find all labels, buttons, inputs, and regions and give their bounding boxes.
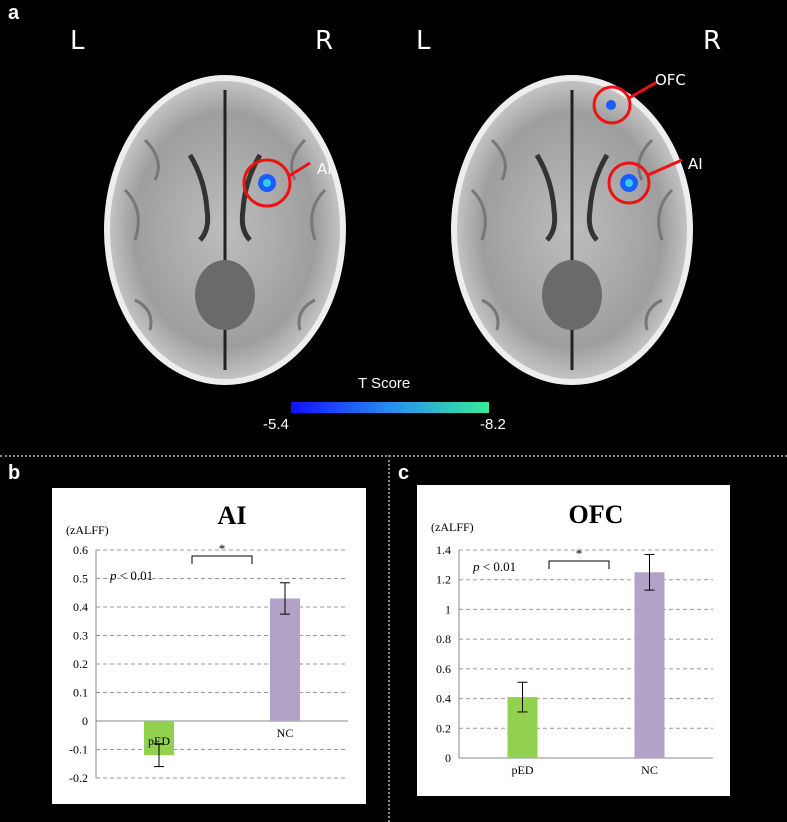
colorbar-title: T Score: [358, 375, 411, 392]
right-ventricle: [586, 153, 610, 242]
y-tick-label: -0.2: [69, 771, 88, 785]
chart-box-ofc: OFC (zALFF) 0 0.2 0.4 0.6 0.8 1 1.2 1.4 pED NC p < 0…: [417, 485, 730, 796]
y-tick-label: 0: [445, 751, 451, 765]
gyri-pattern: [123, 138, 327, 331]
significance-star: *: [576, 546, 583, 561]
category-label: pED: [512, 763, 534, 777]
gyri-pattern: [470, 138, 674, 331]
horizontal-divider: [0, 455, 787, 457]
ai-label: AI: [688, 155, 702, 173]
colorbar-min-label: -5.4: [263, 416, 289, 433]
ofc-activation-blob: [606, 100, 616, 110]
y-tick-label: 0: [82, 714, 88, 728]
brain-slice-right: OFC AI: [451, 71, 702, 385]
left-ventricle: [187, 153, 211, 242]
ai-circle: [607, 161, 651, 205]
significance-bracket: [548, 560, 610, 569]
vertical-divider: [388, 455, 390, 822]
y-tick-label: 0.6: [436, 662, 451, 676]
colorbar-max-label: -8.2: [480, 416, 506, 433]
ofc-pointer: [628, 80, 658, 100]
ai-pointer: [288, 161, 311, 178]
y-tick-label: 0.4: [436, 692, 451, 706]
brainstem: [542, 260, 602, 330]
chart-box-ai: AI (zALFF) -0.2 -0.1 0 0.1 0.2 0.3 0.4 0.5 0.6 pED N…: [52, 488, 366, 804]
y-tick-label: 0.8: [436, 632, 451, 646]
y-tick-label: 0.6: [73, 543, 88, 557]
significance-bracket: [191, 555, 253, 564]
chart-title: OFC: [569, 500, 624, 529]
panel-letter-c: c: [398, 462, 410, 484]
right-label-1: R: [315, 26, 334, 56]
category-label: NC: [641, 763, 658, 777]
left-ventricle: [534, 153, 558, 242]
left-label-2: L: [416, 26, 431, 56]
category-label: pED: [148, 734, 170, 748]
brain-slice-left: AI: [104, 75, 346, 385]
ofc-circle: [592, 85, 632, 125]
y-tick-label: 1.2: [436, 573, 451, 587]
y-tick-label: 0.2: [73, 657, 88, 671]
right-ventricle: [239, 153, 263, 242]
y-tick-label: 0.4: [73, 600, 88, 614]
ai-activation-core: [625, 179, 633, 187]
panel-letter-b: b: [8, 462, 21, 484]
category-label: NC: [277, 726, 294, 740]
ai-pointer: [647, 158, 683, 177]
y-axis-label: (zALFF): [431, 520, 474, 534]
y-tick-label: 0.1: [73, 686, 88, 700]
chart-ofc: OFC (zALFF) 0 0.2 0.4 0.6 0.8 1 1.2 1.4 pED NC p < 0…: [431, 500, 713, 777]
y-tick-label: 1: [445, 602, 451, 616]
y-tick-label: 0.3: [73, 629, 88, 643]
bar-nc: [270, 598, 300, 721]
bar-nc: [634, 572, 665, 758]
colorbar-gradient: [291, 402, 489, 413]
chart-title: AI: [218, 501, 247, 530]
p-value-annotation: p < 0.01: [109, 568, 153, 583]
ofc-label: OFC: [655, 71, 686, 89]
brainstem: [195, 260, 255, 330]
ai-activation-core: [263, 179, 271, 187]
y-tick-label: -0.1: [69, 743, 88, 757]
panel-letter-a: a: [8, 2, 20, 24]
chart-ai: AI (zALFF) -0.2 -0.1 0 0.1 0.2 0.3 0.4 0.5 0.6 pED N…: [66, 501, 348, 785]
right-label-2: R: [703, 26, 722, 56]
ai-circle: [242, 158, 292, 208]
significance-star: *: [219, 541, 226, 556]
y-tick-label: 1.4: [436, 543, 451, 557]
y-tick-label: 0.5: [73, 572, 88, 586]
ai-label: AI: [317, 160, 332, 178]
y-tick-label: 0.2: [436, 721, 451, 735]
p-value-annotation: p < 0.01: [472, 559, 516, 574]
y-axis-label: (zALFF): [66, 523, 109, 537]
left-label-1: L: [70, 26, 85, 56]
